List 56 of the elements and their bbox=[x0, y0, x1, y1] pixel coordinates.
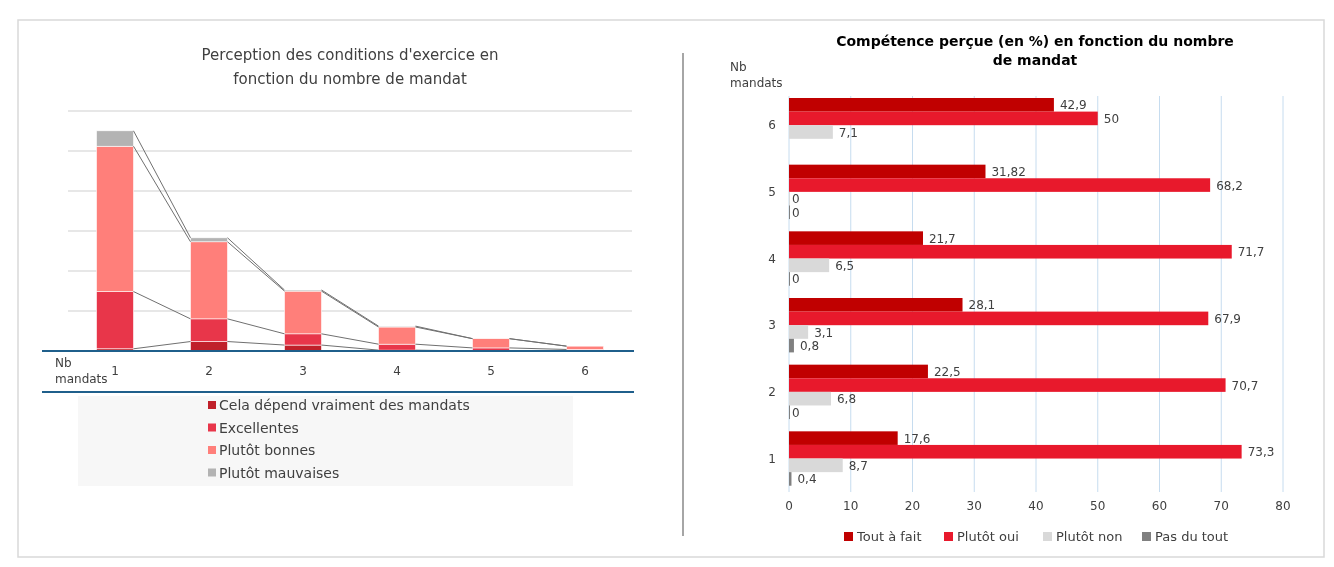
legend-label: Plutôt bonnes bbox=[219, 442, 316, 458]
data-label: 67,9 bbox=[1214, 311, 1241, 326]
legend-label: Plutôt mauvaises bbox=[219, 464, 340, 481]
x-tick-label: 30 bbox=[966, 499, 982, 513]
y-tick-label: 1 bbox=[768, 451, 776, 466]
legend-label: Plutôt oui bbox=[957, 529, 1019, 544]
data-label: 7,1 bbox=[838, 125, 858, 140]
x-tick-label: 3 bbox=[299, 364, 307, 378]
y-tick-label: 4 bbox=[768, 251, 776, 266]
x-tick-label: 40 bbox=[1028, 499, 1044, 513]
chart-title: Compétence perçue (en %) en fonction du nombre de mandat bbox=[836, 33, 1234, 68]
data-label: 68,2 bbox=[1216, 178, 1243, 193]
data-label: 28,1 bbox=[968, 298, 996, 313]
x-tick-label: 6 bbox=[581, 364, 589, 378]
data-label: 0,8 bbox=[799, 339, 820, 354]
chart-title: Perception des conditions d'exercice en fonction du nombre de mandat bbox=[201, 46, 499, 88]
data-label: 0 bbox=[792, 405, 800, 420]
data-label: 21,7 bbox=[929, 231, 956, 246]
y-tick-label: 3 bbox=[768, 318, 776, 333]
data-label: 6,8 bbox=[836, 392, 857, 407]
data-label: 6,5 bbox=[835, 258, 855, 273]
x-tick-label: 0 bbox=[785, 499, 793, 513]
legend-label: Pas du tout bbox=[1155, 529, 1229, 544]
x-axis-title: Nb mandats bbox=[55, 356, 108, 386]
legend-label: Cela dépend vraiment des mandats bbox=[219, 397, 470, 413]
x-tick-label: 10 bbox=[843, 499, 859, 513]
legend-label: Tout à fait bbox=[856, 529, 922, 544]
y-tick-label: 6 bbox=[768, 118, 776, 133]
x-tick-label: 70 bbox=[1213, 499, 1229, 513]
y-axis-title: Nb mandats bbox=[730, 60, 783, 90]
data-label: 70,7 bbox=[1231, 378, 1259, 393]
x-tick-label: 50 bbox=[1090, 499, 1106, 513]
data-label: 71,7 bbox=[1237, 245, 1265, 260]
data-label: 31,82 bbox=[991, 164, 1026, 179]
x-tick-label: 1 bbox=[111, 364, 119, 378]
x-tick-label: 20 bbox=[904, 499, 921, 513]
x-tick-label: 5 bbox=[487, 364, 495, 378]
legend-label: Plutôt non bbox=[1056, 529, 1123, 544]
data-label: 0,4 bbox=[797, 472, 817, 487]
data-label: 42,9 bbox=[1059, 98, 1087, 113]
y-tick-label: 5 bbox=[768, 185, 776, 199]
data-label: 50 bbox=[1103, 111, 1120, 126]
y-tick-label: 2 bbox=[768, 385, 776, 399]
data-label: 3,1 bbox=[814, 325, 834, 340]
data-label: 17,6 bbox=[903, 431, 931, 446]
x-tick-label: 2 bbox=[205, 364, 213, 378]
data-label: 0 bbox=[792, 205, 800, 220]
x-tick-label: 4 bbox=[393, 364, 401, 378]
x-tick-label: 60 bbox=[1151, 499, 1168, 513]
data-label: 8,7 bbox=[848, 458, 868, 473]
x-tick-label: 80 bbox=[1275, 499, 1291, 513]
data-label: 0 bbox=[792, 272, 800, 287]
data-label: 0 bbox=[792, 192, 800, 207]
data-label: 22,5 bbox=[933, 364, 961, 379]
data-label: 73,3 bbox=[1247, 445, 1275, 460]
legend-label: Excellentes bbox=[219, 419, 299, 436]
